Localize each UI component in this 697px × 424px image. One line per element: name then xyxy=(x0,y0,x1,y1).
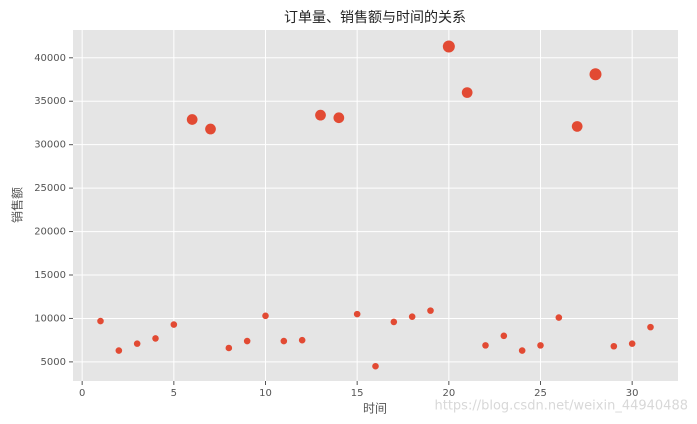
point xyxy=(152,335,159,342)
y-tick-label: 5000 xyxy=(41,357,66,368)
chart-title: 订单量、销售额与时间的关系 xyxy=(284,10,466,26)
y-tick-label: 20000 xyxy=(34,227,66,238)
watermark: https://blog.csdn.net/weixin_44940488 xyxy=(434,399,688,414)
y-tick-label: 10000 xyxy=(34,313,66,324)
point xyxy=(442,40,455,53)
y-tick-label: 35000 xyxy=(34,96,66,107)
point xyxy=(571,121,583,132)
point xyxy=(280,337,288,345)
x-axis-label: 时间 xyxy=(363,402,387,416)
point xyxy=(353,310,361,318)
y-tick-label: 25000 xyxy=(34,183,66,194)
point xyxy=(97,317,104,325)
point xyxy=(461,87,473,98)
point xyxy=(589,68,602,81)
point xyxy=(537,342,544,349)
point xyxy=(225,344,233,352)
point xyxy=(647,323,654,331)
y-tick-label: 15000 xyxy=(34,270,66,281)
point xyxy=(298,336,306,344)
point xyxy=(500,332,508,340)
point xyxy=(315,109,326,121)
point xyxy=(186,114,198,125)
point xyxy=(390,318,398,326)
point xyxy=(333,112,345,124)
point xyxy=(610,342,618,350)
y-tick-label: 40000 xyxy=(34,53,66,64)
point xyxy=(628,340,636,347)
point xyxy=(205,123,216,135)
point xyxy=(518,347,526,354)
point xyxy=(243,337,251,345)
x-tick-label: 10 xyxy=(259,388,272,399)
plot-area xyxy=(73,30,678,381)
point xyxy=(482,342,489,349)
x-tick-label: 20 xyxy=(442,388,455,399)
point xyxy=(133,340,141,347)
y-axis-label: 销售额 xyxy=(10,187,25,223)
x-tick-label: 5 xyxy=(171,388,177,399)
point xyxy=(427,307,434,314)
x-tick-label: 30 xyxy=(626,388,639,399)
point xyxy=(262,312,269,320)
point xyxy=(372,362,379,370)
point xyxy=(408,313,416,320)
point xyxy=(115,347,123,354)
x-tick-label: 25 xyxy=(534,388,547,399)
x-tick-label: 0 xyxy=(79,388,85,399)
point xyxy=(170,321,178,328)
y-tick-label: 30000 xyxy=(34,140,66,151)
x-tick-label: 15 xyxy=(351,388,364,399)
point xyxy=(555,314,563,321)
